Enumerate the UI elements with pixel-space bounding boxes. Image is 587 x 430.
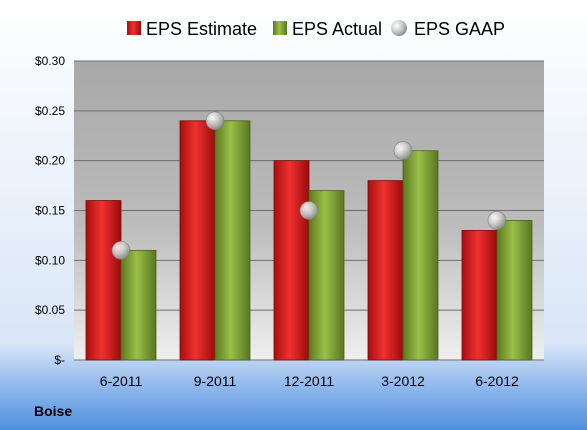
bar-eps-actual [496, 220, 533, 361]
bar-eps-actual [120, 249, 157, 361]
y-tick-label: $- [54, 353, 65, 367]
bar-eps-actual [308, 190, 345, 361]
bar-eps-estimate [461, 230, 498, 361]
bars [85, 120, 533, 361]
bar-eps-actual [402, 150, 439, 361]
x-category-label: 3-2012 [381, 373, 425, 389]
x-category-label: 9-2011 [194, 373, 237, 389]
legend-swatch-estimate [127, 21, 141, 35]
y-tick-label: $0.05 [35, 303, 65, 317]
point-eps-gaap [393, 141, 413, 160]
x-category-label: 12-2011 [284, 373, 335, 389]
y-axis-ticks: $- $0.05 $0.10 $0.15 $0.20 $0.25 $0.30 [35, 54, 65, 367]
y-tick-label: $0.25 [35, 104, 65, 118]
bar-eps-estimate [179, 120, 216, 361]
point-eps-gaap [299, 201, 319, 220]
legend: EPS Estimate EPS Actual EPS GAAP [127, 19, 505, 39]
y-tick-label: $0.15 [35, 204, 65, 218]
legend-label-estimate: EPS Estimate [146, 19, 257, 39]
legend-label-gaap: EPS GAAP [414, 19, 505, 39]
bar-eps-estimate [367, 180, 404, 361]
bar-eps-estimate [85, 200, 122, 361]
legend-label-actual: EPS Actual [292, 19, 382, 39]
x-category-label: 6-2011 [100, 373, 143, 389]
y-tick-label: $0.20 [35, 154, 65, 168]
gaap-points [111, 111, 507, 260]
bar-eps-estimate [273, 160, 310, 361]
y-tick-label: $0.10 [35, 253, 65, 267]
x-axis-labels: 6-2011 9-2011 12-2011 3-2012 6-2012 [100, 373, 519, 389]
legend-swatch-actual [273, 21, 287, 35]
company-label: Boise [34, 403, 72, 419]
x-category-label: 6-2012 [475, 373, 519, 389]
point-eps-gaap [487, 211, 507, 230]
point-eps-gaap [111, 241, 131, 260]
bar-eps-actual [214, 120, 251, 361]
point-eps-gaap [205, 111, 225, 131]
legend-marker-gaap [391, 20, 407, 36]
y-tick-label: $0.30 [35, 54, 65, 68]
